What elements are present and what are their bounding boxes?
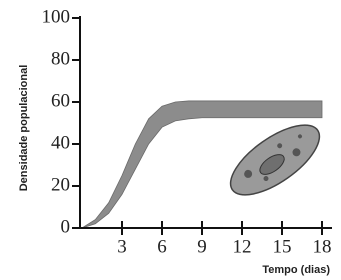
y-tick-label: 80	[51, 48, 70, 69]
x-tick-label: 3	[117, 236, 127, 257]
y-tick-label: 0	[61, 216, 71, 237]
y-tick-label: 100	[42, 6, 71, 27]
y-tick-label: 20	[51, 174, 70, 195]
y-axis-label: Densidade populacional	[18, 65, 30, 192]
y-tick-label: 60	[51, 90, 70, 111]
x-axis-label: Tempo (dias)	[262, 264, 330, 276]
x-tick-label: 18	[313, 236, 332, 257]
chart: Densidade populacional Tempo (dias) 0 20 4…	[0, 0, 341, 280]
paramecium-illustration	[220, 112, 330, 208]
x-tick-label: 12	[233, 236, 252, 257]
x-tick-label: 15	[273, 236, 292, 257]
y-tick-label: 40	[51, 132, 70, 153]
x-tick-label: 9	[197, 236, 207, 257]
x-tick-label: 6	[157, 236, 167, 257]
